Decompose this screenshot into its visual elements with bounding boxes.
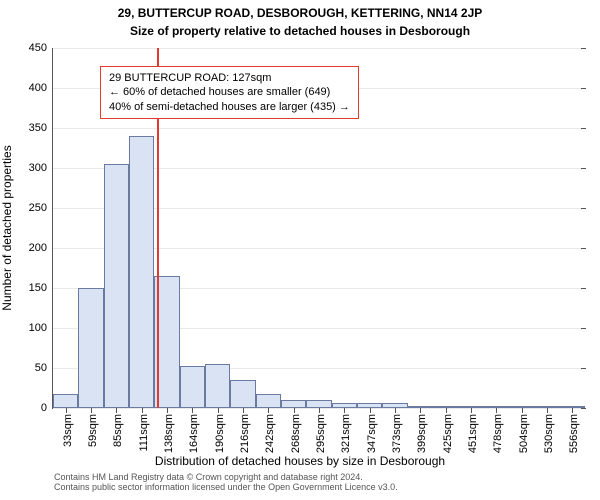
annotation-line: 29 BUTTERCUP ROAD: 127sqm: [109, 71, 350, 85]
y-axis-label: Number of detached properties: [0, 145, 14, 310]
ytick-mark: [581, 288, 586, 289]
xtick-mark: [344, 408, 345, 413]
ytick-mark: [581, 168, 586, 169]
bar: [534, 406, 559, 408]
bar: [332, 403, 357, 408]
xtick-mark: [167, 408, 168, 413]
xtick-mark: [192, 408, 193, 413]
ytick-label: 100: [29, 322, 53, 334]
bar: [433, 406, 458, 408]
bar: [382, 403, 407, 408]
xtick-label: 451sqm: [467, 414, 479, 453]
xtick-label: 164sqm: [188, 414, 200, 453]
ytick-label: 200: [29, 242, 53, 254]
xtick-mark: [547, 408, 548, 413]
xtick-label: 242sqm: [264, 414, 276, 453]
bar: [256, 394, 281, 408]
xtick-mark: [319, 408, 320, 413]
xtick-label: 268sqm: [290, 414, 302, 453]
xtick-mark: [116, 408, 117, 413]
xtick-mark: [395, 408, 396, 413]
xtick-mark: [243, 408, 244, 413]
ytick-label: 150: [29, 282, 53, 294]
bar: [484, 406, 509, 408]
bar: [306, 400, 331, 408]
ytick-label: 250: [29, 202, 53, 214]
gridline: [53, 128, 585, 129]
xtick-label: 33sqm: [62, 414, 74, 447]
xtick-label: 530sqm: [543, 414, 555, 453]
bar: [53, 394, 78, 408]
ytick-label: 450: [29, 42, 53, 54]
xtick-label: 216sqm: [239, 414, 251, 453]
ytick-label: 350: [29, 122, 53, 134]
chart-container: { "title_line1": "29, BUTTERCUP ROAD, DE…: [0, 0, 600, 500]
xtick-mark: [420, 408, 421, 413]
bar: [509, 406, 534, 408]
xtick-label: 504sqm: [518, 414, 530, 453]
xtick-label: 321sqm: [340, 414, 352, 453]
xtick-label: 478sqm: [492, 414, 504, 453]
footer-line: Contains HM Land Registry data © Crown c…: [54, 472, 398, 482]
xtick-mark: [496, 408, 497, 413]
ytick-mark: [581, 368, 586, 369]
xtick-mark: [471, 408, 472, 413]
annotation-box: 29 BUTTERCUP ROAD: 127sqm← 60% of detach…: [100, 66, 359, 119]
bar: [205, 364, 230, 408]
xtick-label: 295sqm: [315, 414, 327, 453]
xtick-label: 373sqm: [391, 414, 403, 453]
ytick-mark: [581, 328, 586, 329]
xtick-mark: [446, 408, 447, 413]
xtick-mark: [572, 408, 573, 413]
ytick-mark: [581, 208, 586, 209]
bar: [230, 380, 255, 408]
bar: [281, 400, 306, 408]
annotation-line: 40% of semi-detached houses are larger (…: [109, 100, 350, 114]
xtick-mark: [268, 408, 269, 413]
bar: [104, 164, 129, 408]
bar: [408, 406, 433, 408]
xtick-mark: [66, 408, 67, 413]
ytick-label: 300: [29, 162, 53, 174]
xtick-mark: [218, 408, 219, 413]
bar: [180, 366, 205, 408]
xtick-mark: [370, 408, 371, 413]
xtick-label: 59sqm: [87, 414, 99, 447]
bar: [458, 406, 483, 408]
ytick-mark: [581, 408, 586, 409]
bar: [129, 136, 154, 408]
footer-line: Contains public sector information licen…: [54, 482, 398, 492]
xtick-label: 347sqm: [366, 414, 378, 453]
gridline: [53, 48, 585, 49]
xtick-label: 190sqm: [214, 414, 226, 453]
chart-title-line2: Size of property relative to detached ho…: [0, 24, 600, 38]
bar: [357, 403, 382, 408]
ytick-label: 0: [41, 402, 53, 414]
ytick-mark: [581, 128, 586, 129]
xtick-label: 111sqm: [138, 414, 150, 452]
ytick-mark: [581, 48, 586, 49]
ytick-label: 50: [35, 362, 53, 374]
xtick-mark: [294, 408, 295, 413]
bar: [560, 406, 585, 408]
footer-attribution: Contains HM Land Registry data © Crown c…: [54, 472, 398, 492]
xtick-label: 425sqm: [442, 414, 454, 453]
xtick-mark: [91, 408, 92, 413]
ytick-mark: [581, 88, 586, 89]
xtick-label: 556sqm: [568, 414, 580, 453]
ytick-label: 400: [29, 82, 53, 94]
xtick-label: 85sqm: [112, 414, 124, 447]
xtick-label: 399sqm: [416, 414, 428, 453]
xtick-label: 138sqm: [163, 414, 175, 453]
annotation-line: ← 60% of detached houses are smaller (64…: [109, 85, 350, 99]
x-axis-label: Distribution of detached houses by size …: [0, 454, 600, 468]
bar: [78, 288, 103, 408]
chart-title-line1: 29, BUTTERCUP ROAD, DESBOROUGH, KETTERIN…: [0, 6, 600, 20]
ytick-mark: [581, 248, 586, 249]
xtick-mark: [142, 408, 143, 413]
xtick-mark: [522, 408, 523, 413]
